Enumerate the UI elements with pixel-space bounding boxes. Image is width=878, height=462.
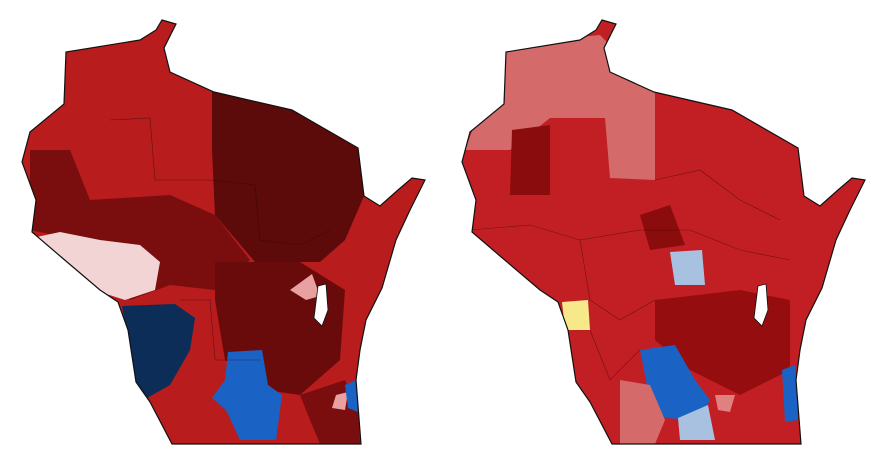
- district: [332, 392, 348, 410]
- district: [715, 395, 735, 412]
- district: [562, 300, 590, 330]
- district: [678, 405, 715, 440]
- district: [30, 150, 250, 300]
- district: [345, 380, 358, 412]
- district-border: [579, 239, 656, 321]
- left-districts: [22, 20, 425, 444]
- left-map: [21, 19, 426, 445]
- district: [212, 92, 364, 262]
- district: [32, 232, 160, 300]
- lake: [753, 283, 769, 327]
- right-map: [461, 19, 866, 445]
- district: [670, 250, 705, 285]
- district-border: [469, 224, 791, 261]
- district: [122, 304, 195, 402]
- district: [212, 350, 282, 440]
- district-border: [209, 179, 331, 246]
- district: [640, 345, 710, 420]
- district-border: [589, 329, 641, 381]
- district-border: [109, 117, 210, 181]
- district: [510, 125, 550, 195]
- lake: [313, 283, 329, 327]
- district: [782, 365, 798, 422]
- district-border: [180, 299, 260, 361]
- district: [620, 380, 665, 444]
- district: [290, 274, 320, 300]
- district: [640, 205, 685, 250]
- district-border: [654, 169, 781, 221]
